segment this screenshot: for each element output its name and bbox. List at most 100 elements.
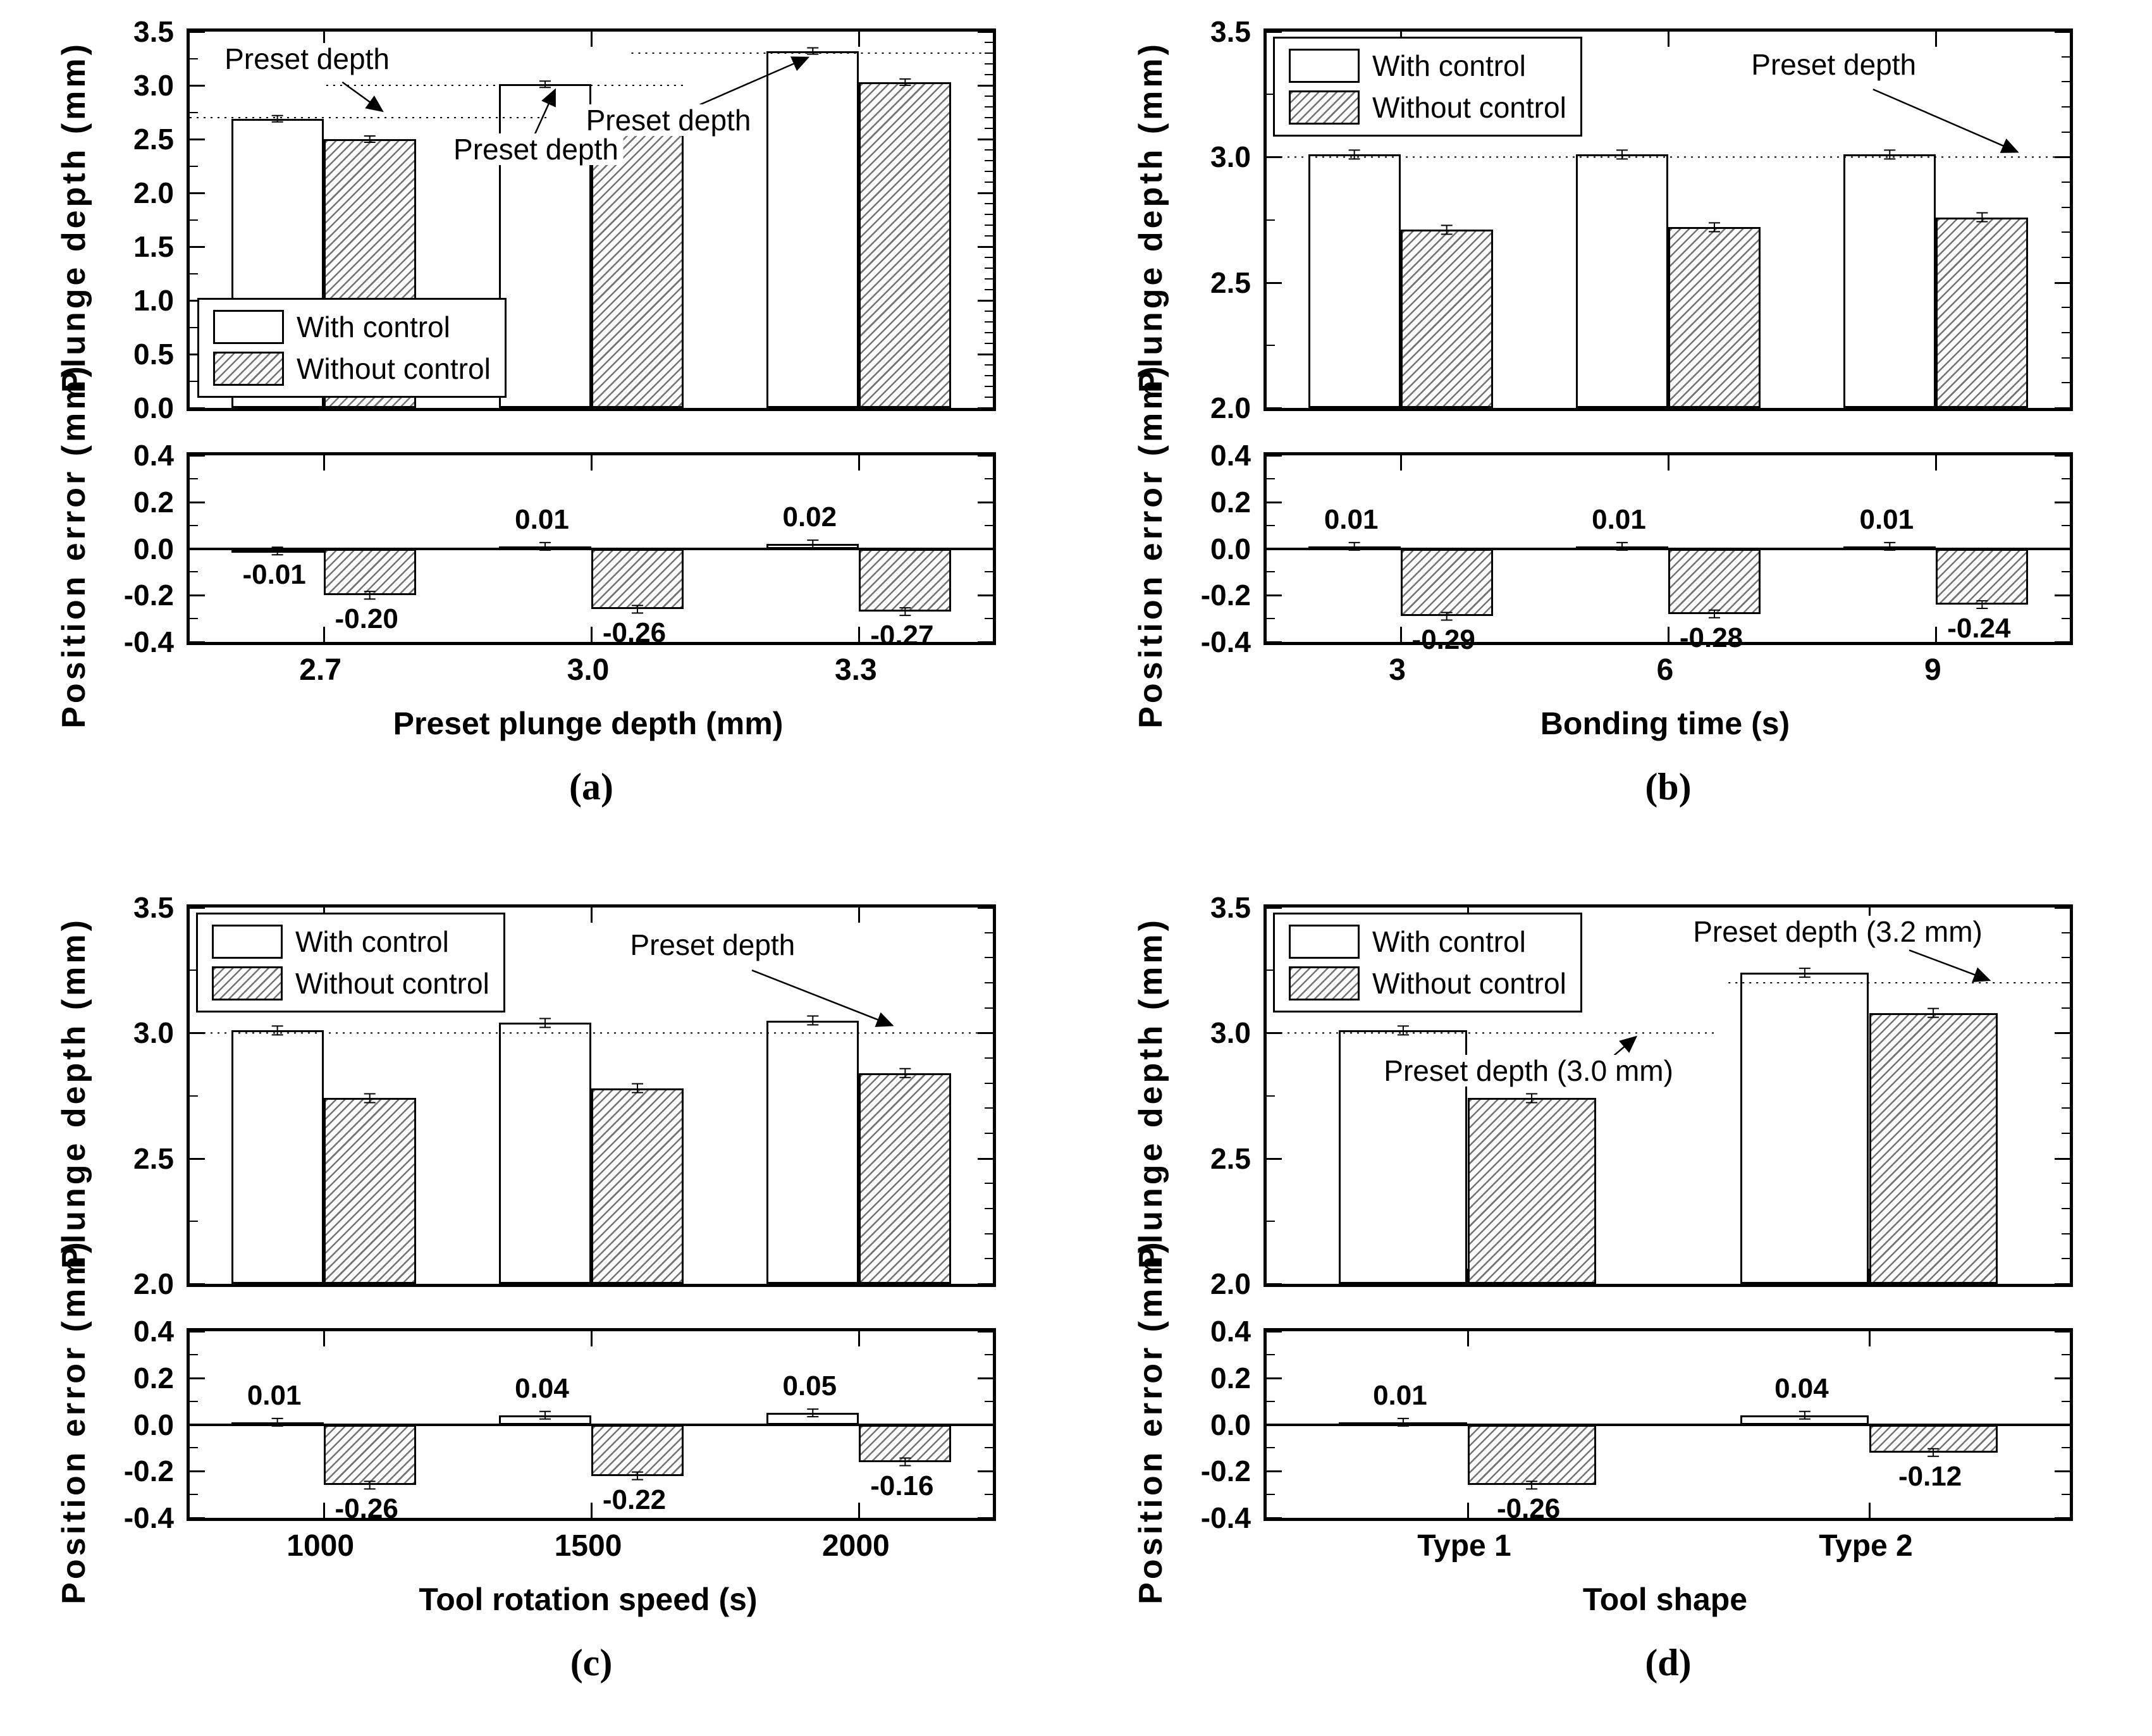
- y-tick-label: 0.0: [1210, 1408, 1251, 1441]
- legend: With control Without control: [1273, 37, 1582, 137]
- y-minor-tick: [985, 52, 993, 54]
- y-minor-tick: [985, 957, 993, 959]
- y-minor-tick: [985, 1283, 993, 1284]
- y-minor-tick: [985, 278, 993, 280]
- x-major-tick: [1935, 455, 1938, 471]
- y-minor-tick: [985, 128, 993, 129]
- x-major-tick: [591, 627, 593, 642]
- legend-label: Without control: [1372, 967, 1566, 1000]
- value-label: 0.01: [515, 503, 569, 535]
- y-minor-tick: [2062, 332, 2070, 333]
- y-tick-label: 0.2: [133, 1361, 174, 1394]
- y-minor-tick: [985, 182, 993, 183]
- x-tick-label: 3.0: [567, 653, 610, 687]
- y-minor-tick: [190, 907, 198, 908]
- x-major-tick: [1668, 627, 1669, 642]
- y-tick-label: 0.4: [1210, 1315, 1251, 1348]
- y-minor-tick: [985, 149, 993, 151]
- x-major-tick: [858, 627, 861, 642]
- y-minor-tick: [2062, 1353, 2070, 1355]
- y-minor-tick: [985, 1494, 993, 1496]
- x-major-tick: [1868, 1331, 1871, 1346]
- y-minor-tick: [985, 1233, 993, 1234]
- x-major-tick: [1399, 455, 1402, 471]
- bar-without-control: [1467, 1098, 1596, 1284]
- bar-without-control: [859, 548, 952, 612]
- legend-swatch-without-control: [1289, 966, 1360, 1000]
- zero-line: [1267, 547, 2070, 550]
- annotation-arrow: [751, 970, 894, 1027]
- annotation-arrow: [1872, 89, 2019, 153]
- y-minor-tick: [985, 594, 993, 596]
- y-minor-tick: [985, 932, 993, 933]
- bar-with-control: [766, 51, 859, 408]
- y-minor-tick: [985, 300, 993, 301]
- y-minor-tick: [2062, 477, 2070, 479]
- y-minor-tick: [190, 165, 198, 167]
- panel-b: (b) With control Without control 2.0 2.5 3.0…: [1118, 9, 2130, 860]
- y-minor-tick: [190, 970, 198, 971]
- y-minor-tick: [2062, 1233, 2070, 1234]
- legend-label: With control: [1372, 49, 1526, 82]
- y-minor-tick: [2062, 982, 2070, 983]
- y-tick-label: -0.2: [1200, 579, 1251, 612]
- y-minor-tick: [2062, 1400, 2070, 1402]
- x-major-tick: [1868, 908, 1871, 923]
- y-minor-tick: [985, 455, 993, 456]
- y-minor-tick: [985, 1331, 993, 1332]
- y-minor-tick: [985, 1082, 993, 1084]
- y-minor-tick: [1267, 1447, 1275, 1449]
- y-minor-tick: [1267, 156, 1275, 158]
- y-minor-tick: [2062, 1208, 2070, 1209]
- y-minor-tick: [2062, 106, 2070, 108]
- x-tick-label: 9: [1924, 653, 1941, 687]
- y-minor-tick: [985, 571, 993, 573]
- value-label: 0.04: [1774, 1372, 1829, 1404]
- y-minor-tick: [985, 192, 993, 194]
- bar-without-control: [859, 1424, 952, 1462]
- position-error-axis-title: Position error (mm): [1133, 362, 1169, 729]
- x-major-tick: [1466, 1331, 1469, 1346]
- x-tick-label: 1000: [286, 1529, 355, 1563]
- legend: With control Without control: [196, 913, 505, 1013]
- y-minor-tick: [985, 1258, 993, 1260]
- y-minor-tick: [2062, 907, 2070, 908]
- legend-swatch-without-control: [213, 352, 284, 386]
- value-label: -0.26: [602, 617, 667, 649]
- y-minor-tick: [1267, 618, 1275, 620]
- y-minor-tick: [985, 74, 993, 75]
- y-tick-label: 3.0: [133, 1016, 174, 1050]
- bar-without-control: [323, 1098, 416, 1284]
- position-error-axis-title: Position error (mm): [56, 362, 92, 729]
- position-error-axis-title: Position error (mm): [1133, 1238, 1169, 1604]
- y-tick-label: -0.4: [1200, 1501, 1251, 1534]
- y-minor-tick: [985, 1400, 993, 1402]
- y-tick-label: 0.2: [1210, 485, 1251, 519]
- y-minor-tick: [985, 1447, 993, 1449]
- position-error-axis-title: Position error (mm): [56, 1238, 92, 1604]
- legend-swatch-without-control: [1289, 90, 1360, 125]
- bar-without-control: [1668, 548, 1761, 614]
- y-minor-tick: [985, 397, 993, 398]
- y-tick-label: -0.2: [123, 1455, 174, 1488]
- y-tick-label: 3.0: [1210, 1016, 1251, 1050]
- y-minor-tick: [985, 117, 993, 118]
- plunge-depth-axis-title: Plunge depth (mm): [56, 40, 92, 393]
- y-minor-tick: [190, 1470, 198, 1472]
- bar-without-control: [591, 548, 684, 610]
- preset-depth-annotation: Preset depth (3.0 mm): [1379, 1055, 1678, 1087]
- value-label: -0.22: [602, 1484, 667, 1515]
- y-tick-label: 0.0: [1210, 532, 1251, 565]
- bar-without-control: [1936, 217, 2029, 408]
- value-label: 0.01: [1324, 503, 1379, 535]
- x-major-tick: [1868, 1503, 1871, 1518]
- legend-label: With control: [1372, 925, 1526, 958]
- y-minor-tick: [2062, 1107, 2070, 1109]
- preset-depth-annotation: Preset depth: [581, 104, 756, 137]
- y-minor-tick: [985, 85, 993, 86]
- y-minor-tick: [985, 477, 993, 479]
- x-major-tick: [858, 908, 861, 923]
- y-minor-tick: [1267, 407, 1275, 409]
- y-minor-tick: [985, 375, 993, 376]
- legend-label: With control: [295, 925, 449, 958]
